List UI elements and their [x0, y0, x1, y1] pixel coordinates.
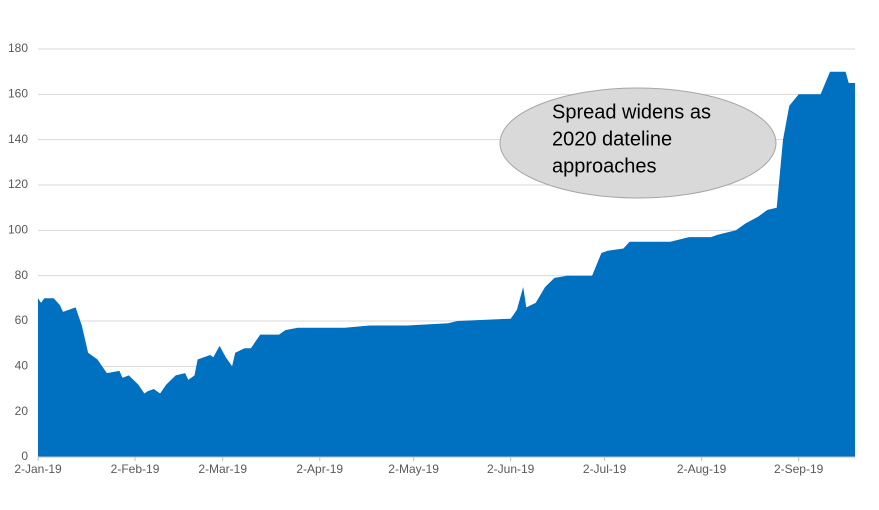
y-tick-label: 160: [8, 87, 28, 101]
x-tick-label: 2-Jun-19: [487, 462, 535, 476]
y-tick-label: 180: [8, 41, 28, 55]
y-tick-label: 100: [8, 223, 28, 237]
x-tick-label: 2-Jul-19: [583, 462, 627, 476]
x-tick-label: 2-Mar-19: [198, 462, 247, 476]
x-tick-label: 2-May-19: [388, 462, 439, 476]
x-tick-label: 2-Apr-19: [296, 462, 343, 476]
annotation-bubble: [499, 87, 777, 199]
y-tick-label: 0: [21, 449, 28, 463]
area: [38, 71, 855, 457]
y-tick-label: 40: [15, 359, 29, 373]
annotation-text: approaches: [552, 155, 657, 177]
y-tick-label: 80: [15, 268, 29, 282]
y-tick-label: 20: [15, 404, 29, 418]
x-tick-label: 2-Aug-19: [677, 462, 727, 476]
y-tick-label: 140: [8, 132, 28, 146]
annotation-text: Spread widens as: [552, 101, 711, 123]
annotation-text: 2020 dateline: [552, 128, 672, 150]
x-tick-label: 2-Sep-19: [774, 462, 824, 476]
x-tick-label: 2-Feb-19: [111, 462, 160, 476]
y-tick-label: 120: [8, 177, 28, 191]
y-tick-label: 60: [15, 313, 29, 327]
x-tick-label: 2-Jan-19: [14, 462, 62, 476]
